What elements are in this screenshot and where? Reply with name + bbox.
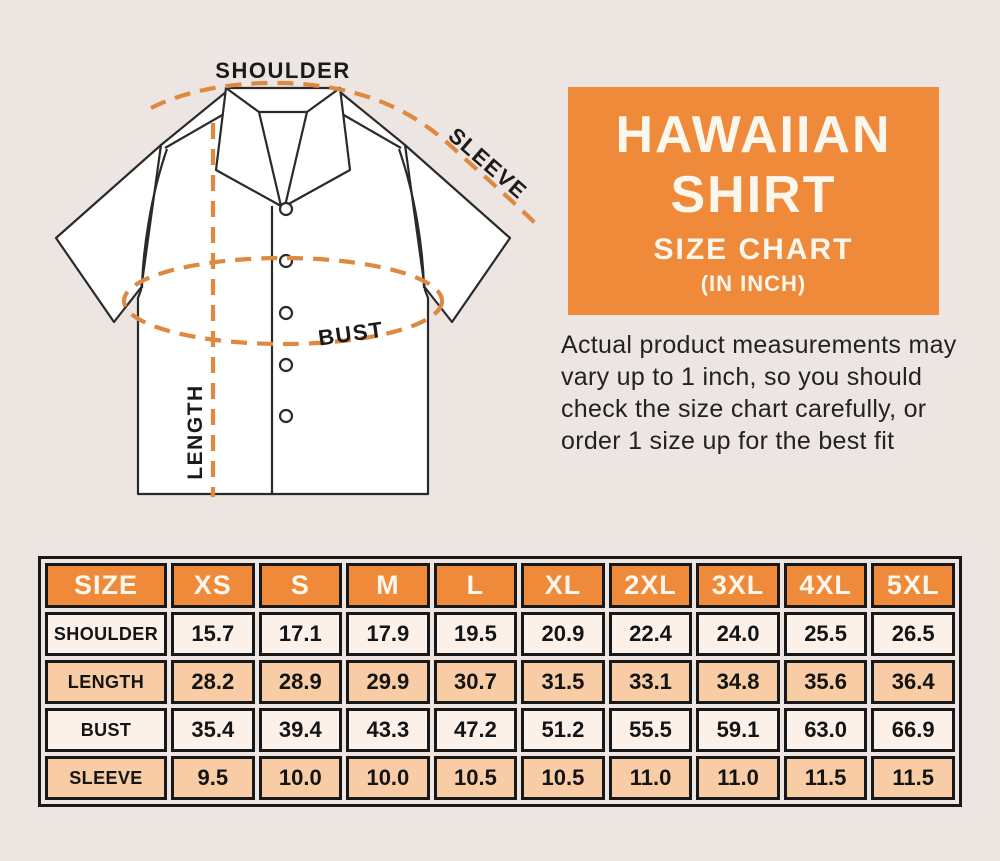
table-cell: 19.5 bbox=[433, 612, 518, 656]
shirt-body bbox=[136, 90, 430, 496]
table-cell: 35.4 bbox=[171, 708, 255, 752]
row-label-bust: BUST bbox=[45, 708, 167, 752]
header-cell-s: S bbox=[258, 563, 343, 608]
table-cell: 11.0 bbox=[696, 756, 780, 800]
table-cell: 20.9 bbox=[521, 612, 605, 656]
table-cell: 51.2 bbox=[521, 708, 605, 752]
header-cell-size: SIZE bbox=[45, 563, 167, 608]
page-title-line1: HAWAIIAN bbox=[615, 105, 892, 164]
table-cell: 36.4 bbox=[871, 660, 955, 704]
shirt-right-armhole-seam bbox=[397, 148, 426, 289]
measurement-note: Actual product measurements may vary up … bbox=[561, 331, 957, 455]
table-row-length: LENGTH 28.2 28.9 29.9 30.7 31.5 33.1 34.… bbox=[45, 660, 955, 704]
shirt-button bbox=[278, 357, 294, 373]
table-cell: 55.5 bbox=[608, 708, 693, 752]
shirt-button bbox=[278, 305, 294, 321]
table-cell: 28.2 bbox=[171, 660, 255, 704]
header-cell-4xl: 4XL bbox=[783, 563, 868, 608]
header-cell-3xl: 3XL bbox=[696, 563, 780, 608]
table-cell: 39.4 bbox=[258, 708, 343, 752]
table-cell: 66.9 bbox=[871, 708, 955, 752]
shirt-button bbox=[278, 408, 294, 424]
shirt-left-yoke-line bbox=[164, 109, 232, 149]
shirt-right-yoke-line bbox=[334, 109, 402, 149]
table-cell: 15.7 bbox=[171, 612, 255, 656]
shirt-button bbox=[278, 201, 294, 217]
table-cell: 24.0 bbox=[696, 612, 780, 656]
length-label: LENGTH bbox=[184, 384, 207, 479]
table-cell: 63.0 bbox=[783, 708, 868, 752]
table-cell: 22.4 bbox=[608, 612, 693, 656]
table-cell: 34.8 bbox=[696, 660, 780, 704]
table-row-sleeve: SLEEVE 9.5 10.0 10.0 10.5 10.5 11.0 11.0… bbox=[45, 756, 955, 800]
title-box: HAWAIIAN SHIRT SIZE CHART (IN INCH) bbox=[568, 87, 939, 315]
table-cell: 10.5 bbox=[433, 756, 518, 800]
table-cell: 10.0 bbox=[346, 756, 430, 800]
header-cell-l: L bbox=[433, 563, 518, 608]
page-title-line2: SHIRT bbox=[670, 165, 837, 224]
page-subtitle: SIZE CHART bbox=[653, 232, 854, 266]
table-cell: 30.7 bbox=[433, 660, 518, 704]
header-cell-5xl: 5XL bbox=[871, 563, 955, 608]
table-cell: 10.5 bbox=[521, 756, 605, 800]
row-label-length: LENGTH bbox=[45, 660, 167, 704]
table-cell: 11.5 bbox=[871, 756, 955, 800]
table-cell: 11.0 bbox=[608, 756, 693, 800]
table-cell: 9.5 bbox=[171, 756, 255, 800]
shoulder-label: SHOULDER bbox=[215, 58, 350, 83]
table-cell: 17.1 bbox=[258, 612, 343, 656]
table-row-bust: BUST 35.4 39.4 43.3 47.2 51.2 55.5 59.1 … bbox=[45, 708, 955, 752]
row-label-shoulder: SHOULDER bbox=[45, 612, 167, 656]
table-cell: 33.1 bbox=[608, 660, 693, 704]
shirt-diagram-svg: SHOULDER SLEEVE BUST LENGTH bbox=[54, 58, 538, 497]
shirt-measurement-diagram: SHOULDER SLEEVE BUST LENGTH bbox=[0, 0, 560, 545]
table-cell: 47.2 bbox=[433, 708, 518, 752]
table-cell: 11.5 bbox=[783, 756, 868, 800]
table-cell: 31.5 bbox=[521, 660, 605, 704]
shoulder-sleeve-measure-line bbox=[150, 80, 538, 226]
row-label-sleeve: SLEEVE bbox=[45, 756, 167, 800]
size-chart-table: SIZE XS S M L XL 2XL 3XL 4XL 5XL SHOULDE… bbox=[38, 556, 962, 807]
header-cell-2xl: 2XL bbox=[608, 563, 693, 608]
table-cell: 59.1 bbox=[696, 708, 780, 752]
bust-measure-ellipse bbox=[121, 255, 445, 347]
unit-note: (IN INCH) bbox=[700, 270, 807, 296]
header-cell-xl: XL bbox=[521, 563, 605, 608]
table-cell: 10.0 bbox=[258, 756, 343, 800]
table-header-row: SIZE XS S M L XL 2XL 3XL 4XL 5XL bbox=[45, 563, 955, 608]
header-cell-m: M bbox=[346, 563, 430, 608]
table-cell: 17.9 bbox=[346, 612, 430, 656]
table-row-shoulder: SHOULDER 15.7 17.1 17.9 19.5 20.9 22.4 2… bbox=[45, 612, 955, 656]
table-cell: 26.5 bbox=[871, 612, 955, 656]
table-cell: 25.5 bbox=[783, 612, 868, 656]
table-cell: 28.9 bbox=[258, 660, 343, 704]
table-cell: 35.6 bbox=[783, 660, 868, 704]
table-cell: 29.9 bbox=[346, 660, 430, 704]
header-cell-xs: XS bbox=[171, 563, 255, 608]
table-cell: 43.3 bbox=[346, 708, 430, 752]
shirt-left-armhole-seam bbox=[140, 148, 169, 289]
